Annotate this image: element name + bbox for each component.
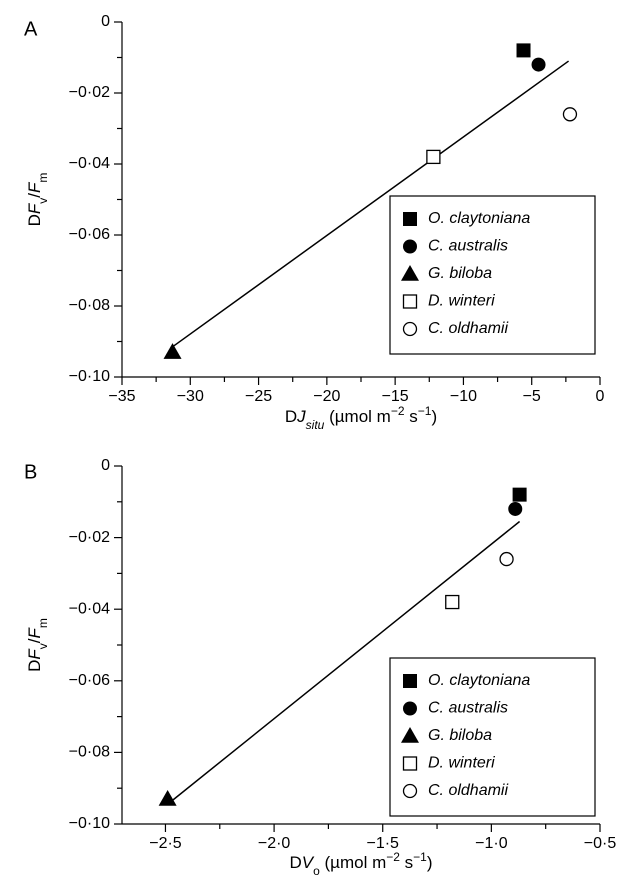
- legend-label-c-oldhamii: C. oldhamii: [428, 320, 508, 337]
- x-tick-label: −2·5: [149, 835, 182, 852]
- legend-marker-o-claytoniana: [403, 674, 417, 688]
- x-tick-label: −1·5: [366, 835, 399, 852]
- legend-marker-g-biloba: [401, 265, 419, 281]
- legend-marker-o-claytoniana: [403, 212, 417, 226]
- legend-label-c-australis: C. australis: [428, 238, 508, 255]
- y-tick-label: −0·10: [69, 368, 110, 385]
- x-axis-label: DVo (µmol m−2 s−1): [289, 850, 432, 878]
- y-tick-label: −0·04: [69, 600, 110, 617]
- x-tick-label: −0·5: [584, 835, 617, 852]
- legend-marker-c-oldhamii: [402, 321, 418, 337]
- y-tick-label: −0·08: [69, 297, 110, 314]
- y-axis-label: DFv/Fm: [25, 173, 50, 227]
- legend-marker-c-oldhamii: [402, 783, 418, 799]
- data-point-c-oldhamii: [499, 551, 514, 567]
- x-tick-label: −25: [245, 388, 272, 405]
- x-tick-label: −20: [313, 388, 340, 405]
- legend: O. claytoniana C. australis G. biloba D. wi…: [389, 657, 596, 817]
- legend-marker-d-winteri: [402, 294, 418, 309]
- y-tick-label: −0·02: [69, 529, 110, 546]
- x-tick-label: 0: [596, 388, 605, 405]
- data-point-o-claytoniana: [512, 487, 527, 502]
- y-tick-label: −0·10: [69, 815, 110, 832]
- x-tick-label: −30: [177, 388, 204, 405]
- data-point-o-claytoniana: [516, 43, 531, 58]
- x-tick-label: −35: [108, 388, 135, 405]
- legend-label-d-winteri: D. winteri: [428, 293, 495, 310]
- legend: O. claytoniana C. australis G. biloba D. wi…: [389, 195, 596, 355]
- panel-b: B 0 −0·02 −0·04 −0·06 −0·08 −0·10 −2·5 −2·0 −1·5 −…: [24, 457, 616, 878]
- y-axis-label: DFv/Fm: [25, 618, 50, 672]
- legend-marker-c-australis: [403, 701, 417, 716]
- legend-label-g-biloba: G. biloba: [428, 265, 492, 282]
- y-tick-label: −0·04: [69, 155, 110, 172]
- legend-marker-g-biloba: [401, 727, 419, 743]
- legend-marker-d-winteri: [402, 756, 418, 771]
- regression-line: [171, 520, 521, 802]
- data-point-c-australis: [531, 57, 546, 72]
- legend-box: [389, 195, 596, 355]
- x-tick-label: −15: [382, 388, 409, 405]
- y-tick-label: −0·02: [69, 84, 110, 101]
- panel-a-letter: A: [24, 18, 38, 40]
- legend-label-o-claytoniana: O. claytoniana: [428, 672, 530, 689]
- y-tick-label: 0: [101, 457, 110, 474]
- legend-label-o-claytoniana: O. claytoniana: [428, 210, 530, 227]
- data-point-g-biloba: [163, 343, 182, 359]
- y-tick-label: 0: [101, 13, 110, 30]
- y-tick-label: −0·06: [69, 226, 110, 243]
- legend-box: [389, 657, 596, 817]
- panel-b-letter: B: [24, 461, 37, 483]
- x-axis-label: DJsitu (µmol m−2 s−1): [285, 404, 437, 432]
- legend-label-g-biloba: G. biloba: [428, 727, 492, 744]
- x-tick-label: −5: [523, 388, 541, 405]
- x-tick-label: −2·0: [258, 835, 291, 852]
- x-tick-label: −1·0: [475, 835, 508, 852]
- legend-label-c-australis: C. australis: [428, 700, 508, 717]
- data-point-g-biloba: [158, 789, 177, 806]
- legend-marker-c-australis: [403, 239, 417, 254]
- regression-line: [172, 60, 570, 348]
- x-tick-label: −10: [450, 388, 477, 405]
- y-tick-label: −0·08: [69, 744, 110, 761]
- legend-label-d-winteri: D. winteri: [428, 755, 495, 772]
- y-tick-label: −0·06: [69, 672, 110, 689]
- legend-label-c-oldhamii: C. oldhamii: [428, 782, 508, 799]
- data-point-c-australis: [508, 501, 523, 516]
- data-point-d-winteri: [426, 149, 441, 165]
- panel-a: A 0 −0·02 −0·04 −0·06 −0·08 −0·10 −35 −30 −25 −20 −…: [24, 13, 605, 432]
- data-point-d-winteri: [445, 594, 460, 610]
- data-point-c-oldhamii: [562, 107, 578, 122]
